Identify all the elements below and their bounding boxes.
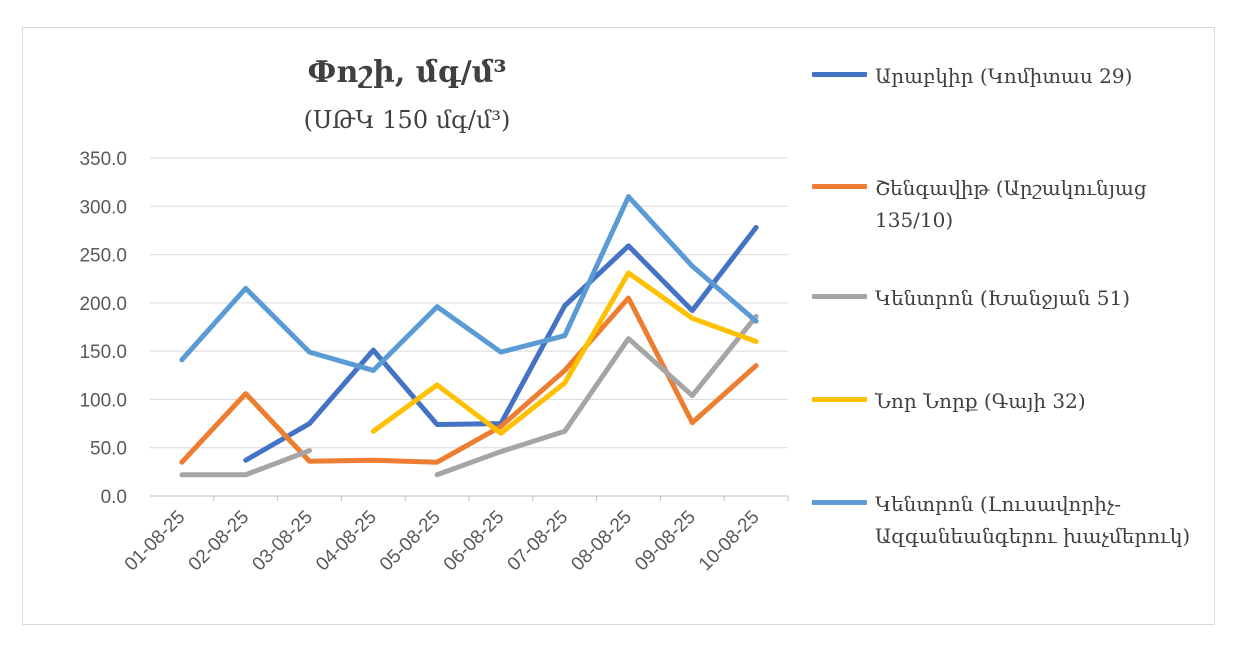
series-segment <box>370 270 759 436</box>
legend-label: Կենտրոն (Խանջյան 51) <box>875 286 1131 310</box>
legend-item: Նոր Նորք (Գայի 32) <box>812 385 1192 417</box>
x-tick-label: 10-08-25 <box>695 507 764 576</box>
y-tick-label: 250.0 <box>79 246 127 267</box>
y-tick-label: 350.0 <box>79 149 127 170</box>
legend-label: Նոր Նորք (Գայի 32) <box>875 389 1086 413</box>
series-line <box>179 313 759 478</box>
x-tick-label: 09-08-25 <box>631 507 700 576</box>
x-tick-label: 02-08-25 <box>185 507 254 576</box>
x-tick-label: 07-08-25 <box>504 507 573 576</box>
legend-label: Շենգավիթ (Արշակունյաց 135/10) <box>875 176 1147 232</box>
x-tick-label: 04-08-25 <box>312 507 381 576</box>
legend-item: Շենգավիթ (Արշակունյաց 135/10) <box>812 172 1192 236</box>
y-axis: 0.0 50.0 100.0 150.0 200.0 250.0 300.0 350.0 <box>79 149 127 508</box>
y-tick-label: 50.0 <box>90 439 127 460</box>
legend-label: Արաբկիր (Կոմիտաս 29) <box>875 64 1133 88</box>
series-segment <box>179 295 759 465</box>
series-line <box>179 295 759 465</box>
y-tick-label: 200.0 <box>79 294 127 315</box>
legend-item: Կենտրոն (Լուսավորիչ-Ազգանեանգերու խաչմեր… <box>812 488 1192 552</box>
series-lines <box>179 194 759 478</box>
chart-frame <box>22 27 1215 625</box>
legend-item: Արաբկիր (Կոմիտաս 29) <box>812 60 1192 92</box>
x-tick-label: 08-08-25 <box>567 507 636 576</box>
series-segment <box>179 448 312 478</box>
y-tick-label: 300.0 <box>79 197 127 218</box>
series-line <box>370 270 759 436</box>
legend-swatch <box>812 500 867 505</box>
x-axis: 01-08-2502-08-2503-08-2504-08-2505-08-25… <box>121 496 789 576</box>
x-tick-label: 03-08-25 <box>248 507 317 576</box>
series-segment <box>434 313 759 478</box>
chart-title: Փոշի, մգ/մ³ <box>307 55 506 90</box>
legend-swatch <box>812 72 867 77</box>
series-line <box>179 194 759 373</box>
x-tick-label: 05-08-25 <box>376 507 445 576</box>
y-tick-label: 150.0 <box>79 342 127 363</box>
x-tick-label: 01-08-25 <box>121 507 190 576</box>
y-tick-label: 0.0 <box>101 487 127 508</box>
x-tick-label: 06-08-25 <box>440 507 509 576</box>
legend-item: Կենտրոն (Խանջյան 51) <box>812 282 1192 314</box>
legend-swatch <box>812 397 867 402</box>
legend-swatch <box>812 184 867 189</box>
legend-swatch <box>812 294 867 299</box>
chart-subtitle: (ՍԹԿ 150 մգ/մ³) <box>304 106 511 134</box>
y-tick-label: 100.0 <box>79 390 127 411</box>
series-segment <box>179 194 759 373</box>
legend-label: Կենտրոն (Լուսավորիչ-Ազգանեանգերու խաչմեր… <box>875 492 1191 548</box>
